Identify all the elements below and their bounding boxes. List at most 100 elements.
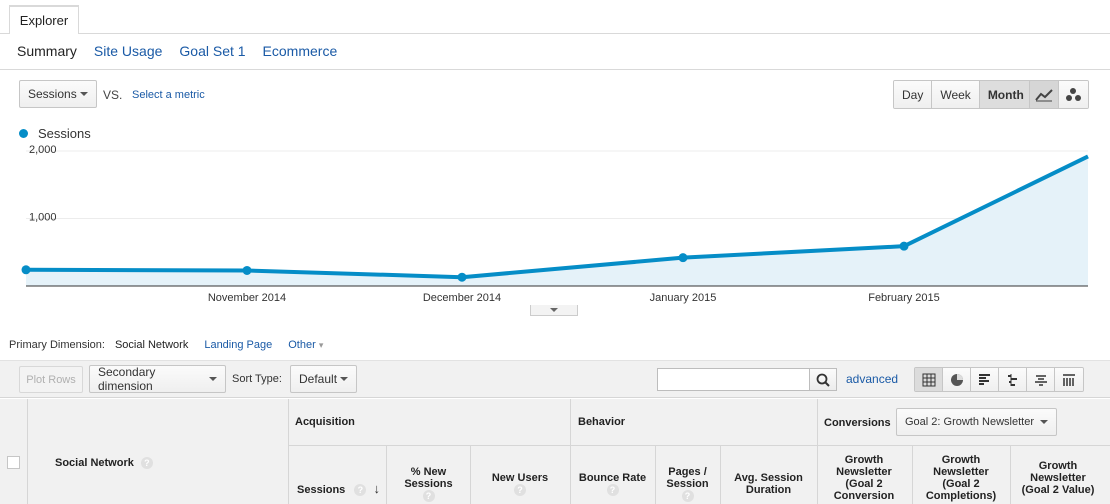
data-point (457, 272, 467, 282)
report-subtabs: Summary Site Usage Goal Set 1 Ecommerce (17, 43, 337, 59)
column-goal-2-conversion[interactable]: Growth Newsletter (Goal 2 Conversion (822, 454, 906, 502)
period-selector: Day Week Month (893, 80, 1033, 109)
help-icon[interactable]: ? (422, 490, 435, 503)
help-icon[interactable]: ? (606, 484, 619, 497)
secondary-dimension-select[interactable]: Secondary dimension (89, 365, 226, 393)
search-button[interactable] (809, 368, 837, 391)
subtab-goal-set-1[interactable]: Goal Set 1 (179, 43, 246, 59)
data-point (899, 241, 909, 251)
chart-type-selector (1029, 80, 1089, 109)
dimension-landing-page[interactable]: Landing Page (204, 339, 273, 351)
dimension-other[interactable]: Other ▾ (288, 339, 323, 351)
chevron-down-icon (80, 92, 88, 96)
tab-bar-line (0, 33, 1110, 34)
column-sessions[interactable]: Sessions ? ↓ (297, 481, 380, 497)
term-cloud-view-icon[interactable] (1027, 368, 1055, 391)
column-new-users-label: New Users (491, 472, 549, 484)
primary-dimension-label: Primary Dimension: (9, 339, 105, 351)
column-bounce-rate-label: Bounce Rate (578, 472, 647, 484)
x-tick-label: November 2014 (208, 292, 286, 304)
tab-explorer[interactable]: Explorer (9, 5, 79, 34)
legend-dot (19, 129, 28, 138)
sort-type-select[interactable]: Default (290, 365, 357, 393)
x-tick-label: January 2015 (650, 292, 717, 304)
column-goal-conv-label: Growth Newsletter (Goal 2 Conversion (833, 454, 895, 502)
chevron-down-icon (340, 377, 348, 381)
group-behavior: Behavior (578, 416, 626, 428)
table-search-input[interactable] (657, 368, 810, 391)
divider (386, 445, 387, 504)
sort-type-label: Sort Type: (232, 373, 282, 385)
column-bounce-rate[interactable]: Bounce Rate ? (576, 472, 649, 497)
subtab-site-usage[interactable]: Site Usage (93, 43, 163, 59)
sort-type-value: Default (299, 372, 338, 386)
divider (655, 445, 656, 504)
goal-select-value: Goal 2: Growth Newsletter (905, 416, 1034, 428)
metric-select-value: Sessions (28, 87, 77, 101)
help-icon[interactable]: ? (140, 457, 153, 470)
column-goal-value-label: Growth Newsletter (Goal 2 Value) (1021, 460, 1095, 496)
column-goal-2-value[interactable]: Growth Newsletter (Goal 2 Value) (1016, 460, 1100, 496)
table-view-selector (914, 367, 1084, 392)
x-tick-label: December 2014 (423, 292, 501, 304)
y-tick-label: 2,000 (29, 145, 57, 156)
group-acquisition: Acquisition (295, 416, 355, 428)
divider (288, 445, 1110, 446)
motion-chart-icon[interactable] (1059, 81, 1088, 108)
divider (720, 445, 721, 504)
subtab-ecommerce[interactable]: Ecommerce (262, 43, 338, 59)
help-icon[interactable]: ? (681, 490, 694, 503)
sessions-chart: 1,000 2,000 November 2014 December 2014 Janu… (21, 145, 1089, 304)
divider (570, 399, 571, 504)
divider (817, 399, 818, 504)
period-month-button[interactable]: Month (979, 81, 1032, 108)
dimension-social-network[interactable]: Social Network (114, 339, 189, 351)
chevron-down-icon (550, 308, 558, 312)
column-new-users[interactable]: New Users ? (476, 472, 564, 497)
pivot-view-icon[interactable] (1055, 368, 1083, 391)
data-point (678, 253, 688, 263)
help-icon[interactable]: ? (514, 484, 526, 497)
series-area (26, 156, 1088, 286)
y-tick-label: 1,000 (29, 212, 57, 224)
column-social-network[interactable]: Social Network ? (55, 457, 153, 470)
dimension-other-label: Other (288, 339, 316, 351)
plot-rows-button[interactable]: Plot Rows (19, 366, 83, 393)
metric-select[interactable]: Sessions (19, 80, 97, 108)
column-sessions-label: Sessions (297, 484, 346, 496)
column-social-network-label: Social Network (55, 457, 134, 469)
column-new-sessions[interactable]: % New Sessions ? (392, 466, 465, 503)
primary-dimension-bar: Primary Dimension: Social Network Landin… (9, 339, 323, 351)
sort-arrow-icon[interactable]: ↓ (373, 481, 380, 496)
divider (0, 69, 1110, 70)
divider (288, 399, 289, 504)
column-goal-2-completions[interactable]: Growth Newsletter (Goal 2 Completions) (918, 454, 1004, 502)
x-tick-label: February 2015 (868, 292, 940, 304)
data-point (242, 265, 252, 275)
subtab-summary[interactable]: Summary (17, 43, 77, 59)
divider (27, 399, 28, 504)
column-new-sessions-label: % New Sessions (404, 466, 453, 490)
period-day-button[interactable]: Day (894, 81, 933, 108)
divider (912, 445, 913, 504)
goal-select[interactable]: Goal 2: Growth Newsletter (896, 408, 1057, 436)
chevron-down-icon (1040, 420, 1048, 424)
column-avg-session-duration[interactable]: Avg. Session Duration (726, 472, 811, 496)
select-all-checkbox[interactable] (7, 456, 20, 469)
period-week-button[interactable]: Week (932, 81, 980, 108)
column-avg-duration-label: Avg. Session Duration (734, 472, 803, 496)
collapse-chart-button[interactable] (530, 305, 578, 316)
advanced-filter-link[interactable]: advanced (846, 372, 899, 386)
comparison-view-icon[interactable] (999, 368, 1027, 391)
pie-view-icon[interactable] (943, 368, 971, 391)
column-pages-session[interactable]: Pages / Session ? (659, 466, 716, 503)
secondary-dimension-label: Secondary dimension (98, 365, 156, 393)
select-metric-link[interactable]: Select a metric (132, 89, 205, 101)
search-icon (816, 373, 830, 387)
vs-label: VS. (103, 88, 123, 102)
table-view-icon[interactable] (915, 368, 943, 391)
divider (470, 445, 471, 504)
performance-view-icon[interactable] (971, 368, 999, 391)
help-icon[interactable]: ? (354, 484, 367, 497)
line-chart-icon[interactable] (1030, 81, 1059, 108)
